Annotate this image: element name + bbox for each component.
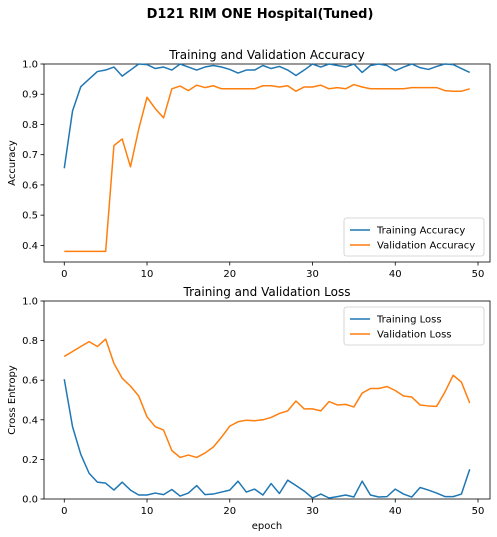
- loss-y-axis-label: Cross Entropy: [7, 365, 18, 435]
- accuracy-y-axis-label: Accuracy: [7, 140, 18, 186]
- loss-x-axis-label: epoch: [252, 521, 282, 532]
- loss-legend: Training Loss Validation Loss: [343, 306, 485, 346]
- loss-y-tick-label: 0.6: [22, 376, 38, 387]
- accuracy-x-tick-label: 40: [389, 269, 402, 280]
- accuracy-x-tick-label: 20: [223, 269, 236, 280]
- loss-x-tick-label: 0: [61, 506, 67, 517]
- accuracy-y-tick-label: 0.6: [22, 180, 38, 191]
- loss-series-line-training: [63, 379, 471, 499]
- accuracy-y-tick-label: 0.4: [22, 241, 38, 252]
- loss-y-tick-label: 0.0: [22, 495, 38, 506]
- accuracy-series-line-validation: [64, 83, 470, 253]
- loss-subplot: Training and Validation Loss 0 10 20 30 40 50 0…: [7, 285, 491, 532]
- loss-x-tick-label: 40: [389, 506, 402, 517]
- loss-y-tick-label: 0.4: [22, 415, 38, 426]
- accuracy-chart-title: Training and Validation Accuracy: [168, 48, 364, 62]
- accuracy-legend-label: Validation Accuracy: [377, 241, 475, 252]
- loss-y-tick-label: 0.2: [22, 455, 38, 466]
- accuracy-y-tick-label: 0.9: [22, 90, 38, 101]
- loss-x-tick-label: 30: [306, 506, 319, 517]
- accuracy-y-tick-label: 0.5: [22, 211, 38, 222]
- loss-y-tick-label: 0.8: [22, 336, 38, 347]
- accuracy-legend-label: Training Accuracy: [376, 226, 465, 237]
- accuracy-axes-frame: [43, 63, 491, 263]
- accuracy-y-tick-label: 1.0: [22, 60, 38, 71]
- loss-legend-label: Validation Loss: [377, 330, 452, 341]
- accuracy-x-tick-label: 50: [472, 269, 485, 280]
- accuracy-legend: Training Accuracy Validation Accuracy: [343, 217, 485, 257]
- loss-legend-box: [343, 306, 485, 346]
- accuracy-y-tick-label: 0.8: [22, 120, 38, 131]
- loss-y-tick-label: 1.0: [22, 297, 38, 308]
- figure-suptitle: D121 RIM ONE Hospital(Tuned): [147, 7, 374, 22]
- accuracy-series-line-training: [63, 63, 471, 169]
- accuracy-subplot: Training and Validation Accuracy 0 10 20 30 4…: [7, 48, 491, 280]
- accuracy-legend-box: [343, 217, 485, 257]
- accuracy-x-tick-label: 0: [61, 269, 67, 280]
- loss-x-tick-label: 10: [141, 506, 154, 517]
- loss-x-tick-label: 50: [472, 506, 485, 517]
- accuracy-x-tick-label: 10: [141, 269, 154, 280]
- loss-series-line-validation: [63, 338, 471, 459]
- loss-legend-label: Training Loss: [376, 315, 442, 326]
- loss-x-tick-label: 20: [223, 506, 236, 517]
- accuracy-x-tick-label: 30: [306, 269, 319, 280]
- accuracy-y-tick-label: 0.7: [22, 150, 38, 161]
- loss-chart-title: Training and Validation Loss: [183, 285, 351, 299]
- loss-axes-frame: [43, 300, 491, 500]
